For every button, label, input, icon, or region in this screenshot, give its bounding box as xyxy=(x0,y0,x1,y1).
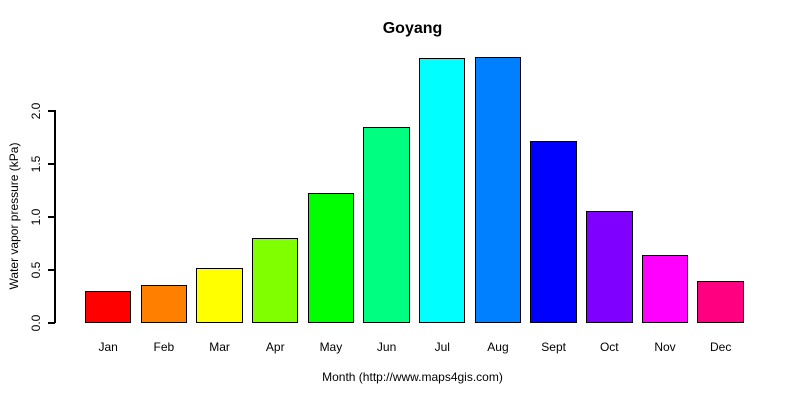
bar-jun xyxy=(363,127,410,323)
bar-jan xyxy=(85,291,132,323)
chart-title: Goyang xyxy=(382,20,443,37)
x-tick-label-aug: Aug xyxy=(487,340,509,354)
y-axis-tick-mark xyxy=(48,216,55,218)
y-tick-label: 2.0 xyxy=(29,102,43,120)
bar-aug xyxy=(474,57,522,323)
bar-apr xyxy=(252,238,299,323)
x-tick-label-jul: Jul xyxy=(434,340,450,354)
y-tick-label: 1.0 xyxy=(29,208,43,225)
x-tick-label-sept: Sept xyxy=(541,340,566,354)
x-tick-label-oct: Oct xyxy=(599,340,619,354)
y-axis-tick-mark xyxy=(48,110,55,112)
x-tick-label-may: May xyxy=(319,340,343,354)
y-axis-title: Water vapor pressure (kPa) xyxy=(7,142,21,290)
bar-nov xyxy=(641,255,689,323)
bar-oct xyxy=(586,210,633,323)
y-axis-tick-mark xyxy=(48,163,55,165)
x-tick-label-jun: Jun xyxy=(376,340,397,354)
x-tick-label-jan: Jan xyxy=(98,340,118,354)
x-axis-title: Month (http://www.maps4gis.com) xyxy=(322,370,503,384)
bar-jul xyxy=(419,58,466,323)
x-tick-label-dec: Dec xyxy=(710,340,732,354)
bar-sept xyxy=(530,140,577,323)
bar-mar xyxy=(196,267,243,323)
y-tick-label: 0.5 xyxy=(29,261,43,278)
x-tick-label-nov: Nov xyxy=(654,340,676,354)
bar-may xyxy=(307,192,355,323)
x-tick-label-feb: Feb xyxy=(153,340,175,354)
y-tick-label: 0.0 xyxy=(29,314,43,331)
y-axis-tick-mark xyxy=(48,322,55,324)
bar-feb xyxy=(140,284,188,323)
x-tick-label-apr: Apr xyxy=(265,340,285,354)
bar-dec xyxy=(697,280,744,323)
x-tick-label-mar: Mar xyxy=(209,340,230,354)
y-tick-label: 1.5 xyxy=(29,155,43,172)
y-axis-tick-mark xyxy=(48,269,55,271)
